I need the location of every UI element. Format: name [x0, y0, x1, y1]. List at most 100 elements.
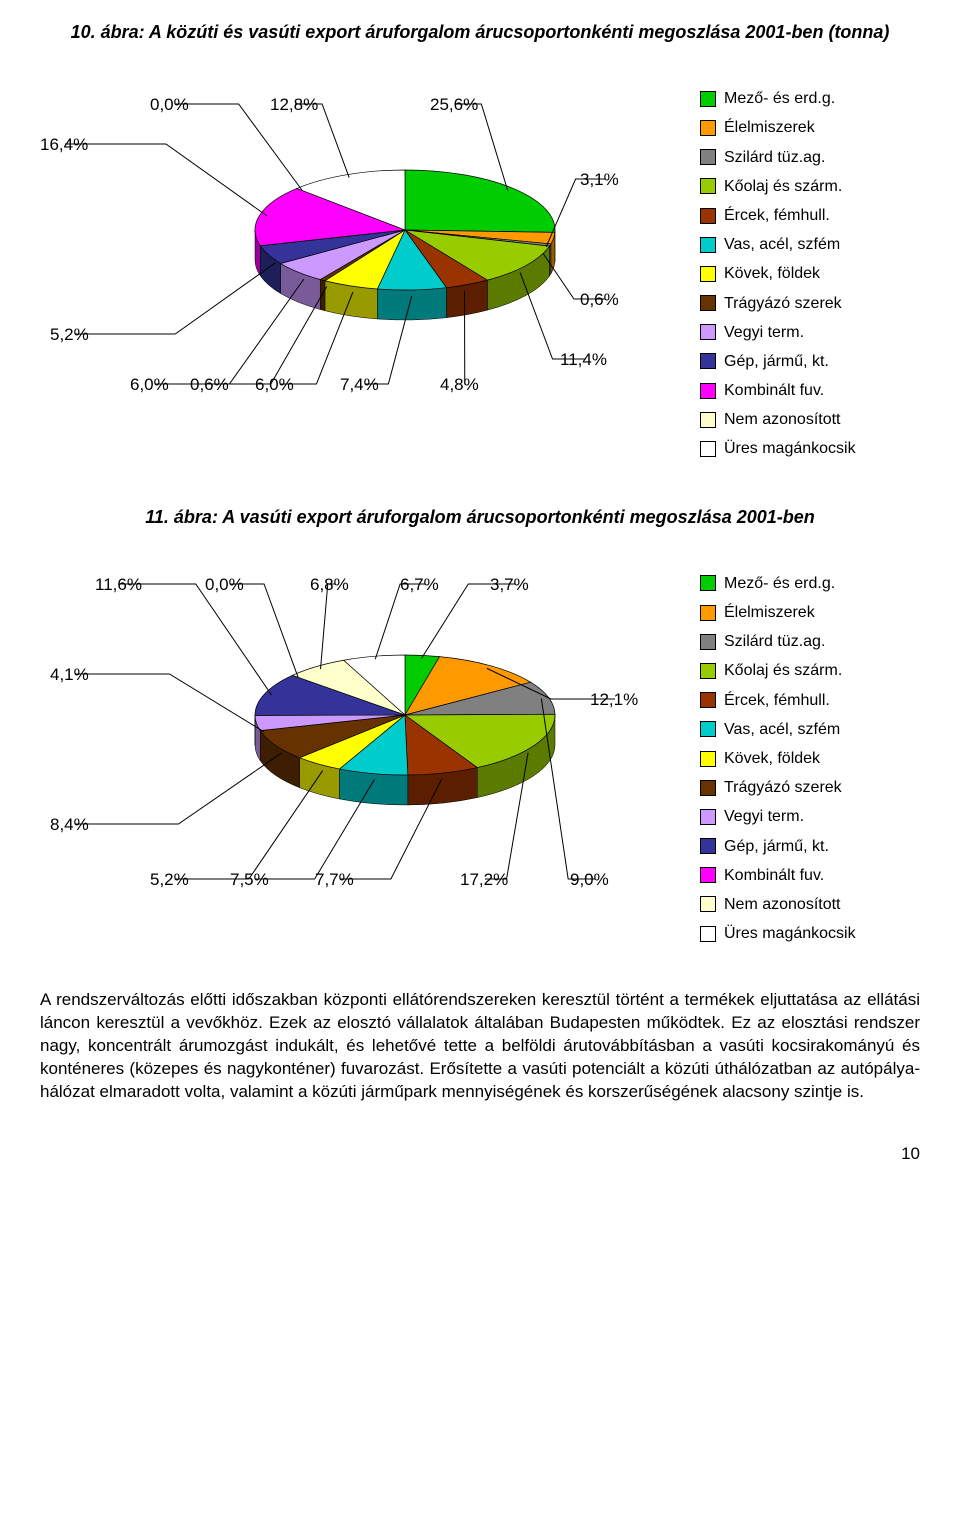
- legend-item: Szilárd tüz.ag.: [700, 144, 856, 171]
- legend-item: Trágyázó szerek: [700, 290, 856, 317]
- pct-label: 6,0%: [255, 375, 294, 395]
- legend-swatch: [700, 237, 716, 253]
- pct-label: 6,0%: [130, 375, 169, 395]
- legend-item: Gép, jármű, kt.: [700, 348, 856, 375]
- legend-label: Kombinált fuv.: [724, 377, 824, 404]
- legend-swatch: [700, 91, 716, 107]
- legend-swatch: [700, 663, 716, 679]
- legend-item: Mező- és erd.g.: [700, 85, 856, 112]
- legend-label: Szilárd tüz.ag.: [724, 144, 825, 171]
- legend-label: Nem azonosított: [724, 406, 841, 433]
- pct-label: 25,6%: [430, 95, 478, 115]
- pct-label: 11,6%: [95, 575, 142, 595]
- pct-label: 6,8%: [310, 575, 349, 595]
- legend-swatch: [700, 692, 716, 708]
- legend-swatch: [700, 178, 716, 194]
- legend-swatch: [700, 353, 716, 369]
- legend-swatch: [700, 149, 716, 165]
- chart-2-legend: Mező- és erd.g.ÉlelmiszerekSzilárd tüz.a…: [700, 570, 856, 949]
- legend-label: Vegyi term.: [724, 803, 804, 830]
- legend-label: Kövek, földek: [724, 260, 820, 287]
- pct-label: 0,0%: [150, 95, 189, 115]
- pct-label: 0,0%: [205, 575, 244, 595]
- legend-swatch: [700, 383, 716, 399]
- pct-label: 4,1%: [50, 665, 89, 685]
- legend-swatch: [700, 208, 716, 224]
- pct-label: 12,8%: [270, 95, 318, 115]
- legend-item: Élelmiszerek: [700, 114, 856, 141]
- legend-item: Üres magánkocsik: [700, 435, 856, 462]
- legend-swatch: [700, 838, 716, 854]
- legend-label: Kőolaj és szárm.: [724, 657, 842, 684]
- pct-label: 5,2%: [50, 325, 89, 345]
- legend-swatch: [700, 120, 716, 136]
- legend-label: Trágyázó szerek: [724, 290, 842, 317]
- legend-item: Nem azonosított: [700, 406, 856, 433]
- legend-item: Élelmiszerek: [700, 599, 856, 626]
- pct-label: 11,4%: [560, 350, 607, 370]
- pct-label: 16,4%: [40, 135, 88, 155]
- chart-1-area: 25,6% 3,1% 0,6% 11,4% 4,8% 7,4% 6,0% 0,6% 6,0% 5,…: [40, 65, 920, 464]
- chart-2-area: 3,7%12,1%9,0%17,2%7,7%7,5%5,2%8,4%4,1%11…: [40, 550, 920, 949]
- legend-item: Ércek, fémhull.: [700, 687, 856, 714]
- legend-swatch: [700, 324, 716, 340]
- legend-item: Ércek, fémhull.: [700, 202, 856, 229]
- legend-label: Szilárd tüz.ag.: [724, 628, 825, 655]
- legend-swatch: [700, 575, 716, 591]
- legend-label: Vas, acél, szfém: [724, 716, 840, 743]
- legend-label: Nem azonosított: [724, 891, 841, 918]
- pct-label: 3,7%: [490, 575, 529, 595]
- legend-label: Vas, acél, szfém: [724, 231, 840, 258]
- chart-2: 11. ábra: A vasúti export áruforgalom ár…: [40, 505, 920, 950]
- pct-label: 7,7%: [315, 870, 354, 890]
- legend-label: Mező- és erd.g.: [724, 85, 835, 112]
- legend-item: Kövek, földek: [700, 745, 856, 772]
- pct-label: 7,4%: [340, 375, 379, 395]
- legend-swatch: [700, 809, 716, 825]
- chart-1: 10. ábra: A közúti és vasúti export áruf…: [40, 20, 920, 465]
- legend-label: Mező- és erd.g.: [724, 570, 835, 597]
- legend-label: Gép, jármű, kt.: [724, 348, 829, 375]
- legend-item: Nem azonosított: [700, 891, 856, 918]
- legend-label: Kombinált fuv.: [724, 862, 824, 889]
- legend-item: Vegyi term.: [700, 319, 856, 346]
- legend-item: Kövek, földek: [700, 260, 856, 287]
- chart-2-title: 11. ábra: A vasúti export áruforgalom ár…: [40, 505, 920, 530]
- legend-item: Vas, acél, szfém: [700, 716, 856, 743]
- legend-item: Üres magánkocsik: [700, 920, 856, 947]
- legend-swatch: [700, 721, 716, 737]
- legend-label: Gép, jármű, kt.: [724, 833, 829, 860]
- legend-swatch: [700, 295, 716, 311]
- legend-swatch: [700, 896, 716, 912]
- page-number: 10: [40, 1144, 920, 1164]
- pct-label: 5,2%: [150, 870, 189, 890]
- legend-label: Ércek, fémhull.: [724, 687, 830, 714]
- pct-label: 17,2%: [460, 870, 508, 890]
- legend-swatch: [700, 780, 716, 796]
- legend-item: Kőolaj és szárm.: [700, 657, 856, 684]
- legend-label: Kövek, földek: [724, 745, 820, 772]
- legend-label: Kőolaj és szárm.: [724, 173, 842, 200]
- legend-label: Ércek, fémhull.: [724, 202, 830, 229]
- pct-label: 0,6%: [580, 290, 619, 310]
- legend-item: Kőolaj és szárm.: [700, 173, 856, 200]
- pct-label: 3,1%: [580, 170, 619, 190]
- legend-label: Élelmiszerek: [724, 599, 815, 626]
- legend-item: Gép, jármű, kt.: [700, 833, 856, 860]
- legend-item: Vegyi term.: [700, 803, 856, 830]
- legend-label: Élelmiszerek: [724, 114, 815, 141]
- chart-1-title: 10. ábra: A közúti és vasúti export áruf…: [40, 20, 920, 45]
- pct-label: 4,8%: [440, 375, 479, 395]
- legend-item: Kombinált fuv.: [700, 377, 856, 404]
- body-paragraph: A rendszerváltozás előtti időszakban köz…: [40, 989, 920, 1104]
- legend-swatch: [700, 605, 716, 621]
- legend-label: Vegyi term.: [724, 319, 804, 346]
- legend-label: Üres magánkocsik: [724, 435, 856, 462]
- pct-label: 9,0%: [570, 870, 609, 890]
- legend-swatch: [700, 441, 716, 457]
- chart-1-pie: 25,6% 3,1% 0,6% 11,4% 4,8% 7,4% 6,0% 0,6% 6,0% 5,…: [40, 65, 700, 445]
- legend-swatch: [700, 266, 716, 282]
- legend-label: Trágyázó szerek: [724, 774, 842, 801]
- pct-label: 0,6%: [190, 375, 229, 395]
- legend-swatch: [700, 412, 716, 428]
